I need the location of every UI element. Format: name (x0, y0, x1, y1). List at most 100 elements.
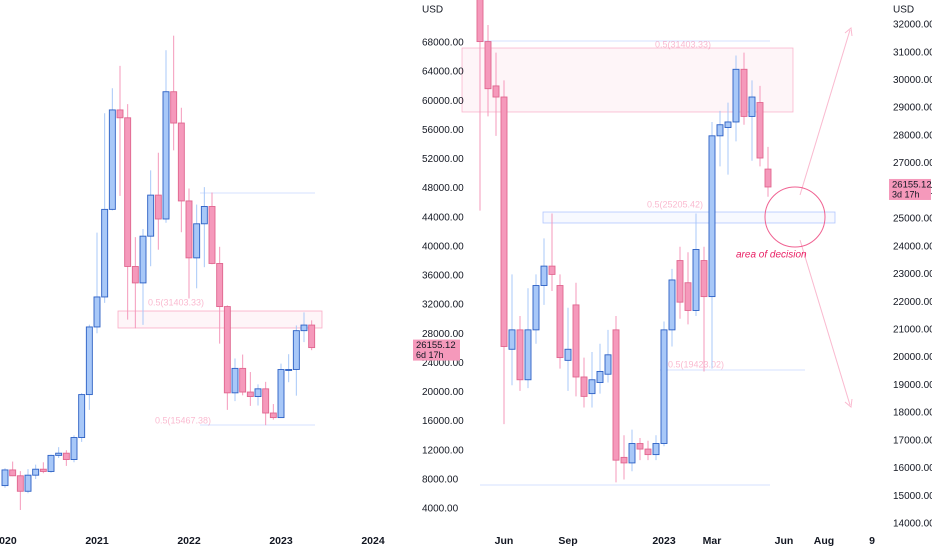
y-tick-label: 18000.00 (893, 408, 932, 419)
candle-body (740, 68, 748, 117)
fib-label: 0.5(19423.02) (668, 359, 724, 369)
x-tick-label: Jun (495, 535, 514, 547)
candle-body (500, 96, 508, 347)
candle-body (756, 102, 764, 159)
candle-body (676, 260, 684, 303)
y-tick-label: 15000.00 (893, 491, 932, 502)
candle-body (85, 326, 93, 396)
arrow-head (844, 398, 853, 408)
y-tick-label: 27000.00 (893, 158, 932, 169)
arrow (799, 29, 851, 196)
annotation: area of decision (736, 250, 807, 261)
candle-body (564, 348, 572, 361)
candle-body (93, 296, 101, 328)
y-tick-label: 20000.00 (893, 352, 932, 363)
candle-body (732, 68, 740, 123)
candle-body (508, 329, 516, 350)
candle-body (636, 443, 644, 450)
candle-body (532, 285, 540, 331)
y-tick-label: 16000.00 (422, 416, 464, 427)
candle-body (588, 379, 596, 395)
candle-body (708, 135, 716, 298)
candle-body (548, 265, 556, 275)
y-tick-label: 4000.00 (422, 504, 459, 515)
y-tick-label: 40000.00 (422, 241, 464, 252)
x-tick-label: 2024 (361, 535, 385, 547)
candle-body (108, 109, 116, 210)
candle-body (716, 124, 724, 137)
y-tick-label: 30000.00 (893, 75, 932, 86)
y-tick-label: 68000.00 (422, 38, 464, 49)
y-tick-label: 22000.00 (893, 297, 932, 308)
y-tick-label: 23000.00 (893, 269, 932, 280)
x-tick-label: 9 (869, 535, 875, 547)
y-tick-label: 52000.00 (422, 154, 464, 165)
candle-body (516, 329, 524, 381)
candle-body (556, 285, 564, 359)
candle-body (277, 369, 285, 419)
y-tick-label: 17000.00 (893, 435, 932, 446)
candle-body (231, 367, 239, 394)
candle-body (572, 304, 580, 378)
candle-body (32, 468, 40, 476)
candle-body (652, 443, 660, 456)
fib-label: 0.5(31403.33) (148, 297, 204, 307)
candle-body (1, 469, 9, 487)
candle-body (262, 388, 270, 414)
candle-body (216, 263, 224, 308)
candle-body (724, 121, 732, 128)
candle-body (285, 369, 293, 371)
candle-body (39, 468, 47, 472)
candle-body (540, 265, 548, 286)
candle-body (644, 448, 652, 456)
y-tick-label: 25000.00 (893, 214, 932, 225)
x-tick-label: 2023 (269, 535, 293, 547)
y-tick-label: 8000.00 (422, 474, 459, 485)
candle-body (200, 206, 208, 225)
y-tick-label: 28000.00 (422, 329, 464, 340)
candle-body (208, 206, 216, 264)
x-tick-label: Jun (775, 535, 794, 547)
candle-body (692, 249, 700, 311)
candle-body (524, 329, 532, 381)
candle-body (764, 168, 772, 188)
y-tick-label: 21000.00 (893, 325, 932, 336)
y-tick-label: 28000.00 (893, 130, 932, 141)
candle-body (580, 376, 588, 397)
x-tick-label: Mar (703, 535, 722, 547)
candle-body (604, 354, 612, 375)
price-tag (889, 178, 931, 200)
arrow (799, 239, 851, 406)
candle-body (62, 452, 70, 460)
candle-body (70, 437, 78, 460)
x-tick-label: 2023 (652, 535, 676, 547)
countdown-label: 6d 17h (416, 350, 444, 360)
price-tag-label: 26155.12 (892, 179, 932, 190)
y-tick-label: 29000.00 (893, 103, 932, 114)
candle-body (9, 469, 17, 477)
candle-body (700, 260, 708, 298)
price-tag-label: 26155.12 (416, 340, 456, 351)
candle-body (269, 412, 277, 419)
axis-title: USD (893, 5, 914, 16)
candle-body (170, 91, 178, 124)
candle-body (162, 91, 170, 220)
candle-body (308, 324, 316, 349)
y-tick-label: 32000.00 (422, 300, 464, 311)
candle-body (620, 456, 628, 464)
x-tick-label: Sep (558, 535, 577, 547)
candle-body (748, 96, 756, 117)
y-tick-label: 32000.00 (893, 20, 932, 31)
candle-body (131, 266, 139, 284)
fib-label: 0.5(31403.33) (655, 39, 711, 49)
candle-body (55, 452, 63, 456)
x-tick-label: 2022 (177, 535, 201, 547)
countdown-label: 3d 17h (892, 189, 920, 199)
candle-body (596, 370, 604, 383)
candle-body (139, 235, 147, 284)
fib-label: 0.5(15467.38) (155, 415, 211, 425)
candle-body (154, 194, 162, 220)
candle-body (124, 117, 132, 267)
